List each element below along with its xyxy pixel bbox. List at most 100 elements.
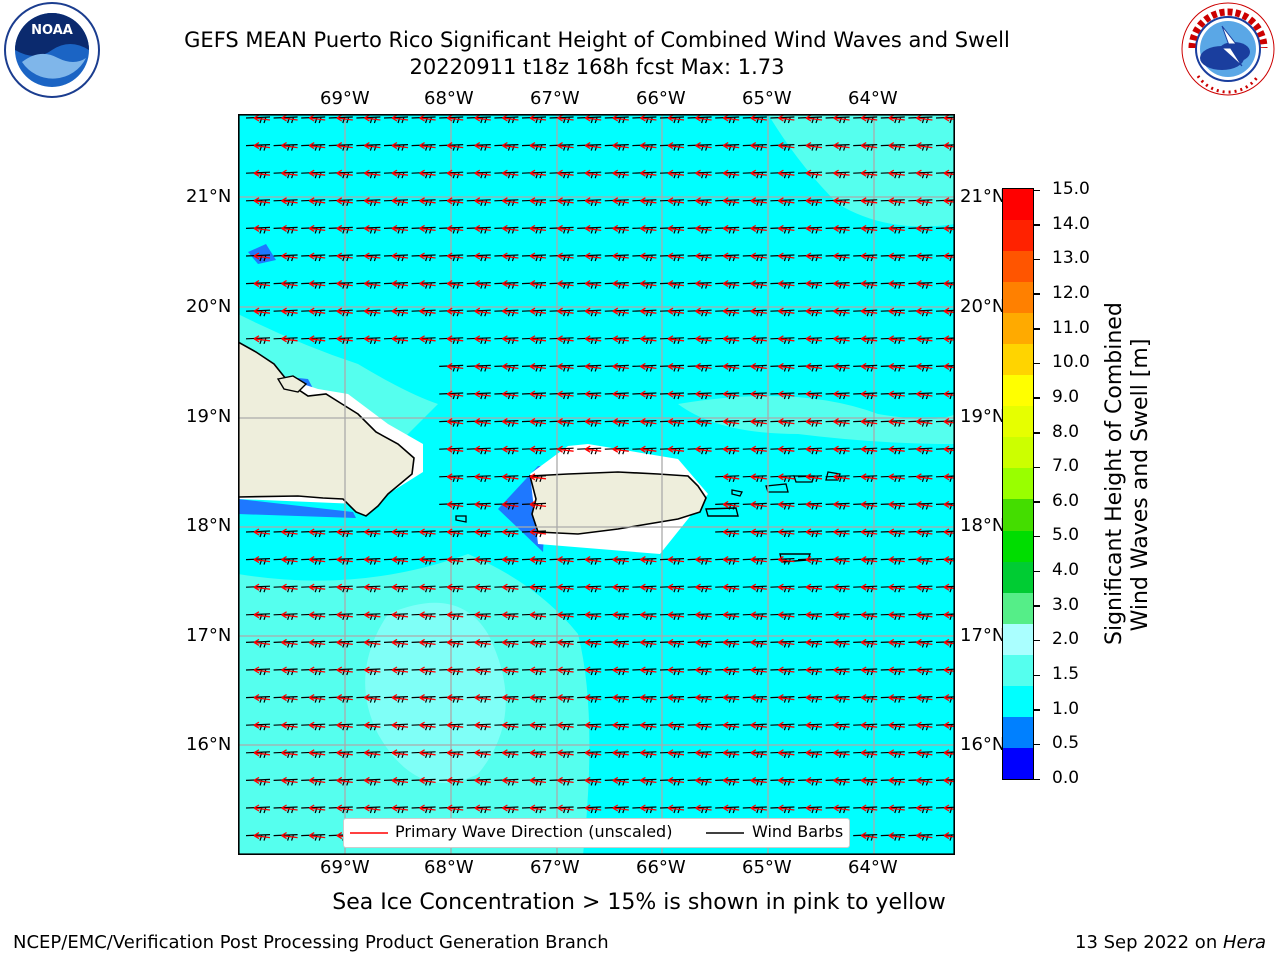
wave-direction-arrow [584, 142, 602, 150]
wave-direction-arrow [612, 390, 629, 398]
wave-direction-arrow [860, 335, 878, 343]
lon-label-bottom: 64°W [848, 857, 898, 878]
wave-direction-arrow [778, 804, 795, 812]
wave-direction-arrow [750, 804, 767, 812]
wave-direction-arrow [943, 224, 955, 232]
colorbar-swatch [1003, 437, 1033, 469]
wave-direction-arrow [916, 611, 933, 619]
wave-direction-arrow [529, 776, 547, 784]
wave-direction-arrow [916, 418, 933, 426]
wave-direction-arrow [916, 749, 933, 757]
wave-direction-arrow [419, 749, 436, 757]
wave-direction-arrow [943, 832, 955, 840]
wave-direction-arrow [502, 335, 519, 343]
vieques-island [705, 507, 739, 517]
wave-direction-arrow [446, 197, 464, 205]
wave-direction-arrow [695, 804, 712, 812]
wave-direction-arrow [722, 583, 740, 591]
wave-direction-arrow [474, 721, 491, 729]
wave-direction-arrow [860, 721, 878, 729]
colorbar-swatch [1003, 592, 1033, 624]
wave-direction-arrow [722, 721, 740, 729]
colorbar-tick-label: 2.0 [1052, 629, 1080, 650]
wave-direction-arrow [502, 804, 519, 812]
wave-direction-arrow [364, 252, 381, 260]
wave-direction-arrow [667, 418, 685, 426]
wave-direction-arrow [308, 611, 326, 619]
wave-direction-arrow [584, 169, 602, 177]
wave-direction-arrow [916, 832, 933, 840]
wave-direction-arrow [308, 832, 326, 840]
wave-direction-arrow [281, 611, 298, 619]
wave-direction-arrow [253, 307, 271, 315]
wave-direction-arrow [778, 335, 795, 343]
wave-direction-arrow [695, 335, 712, 343]
wave-direction-arrow [446, 721, 464, 729]
wave-direction-arrow [364, 721, 381, 729]
wave-direction-arrow [253, 224, 271, 232]
wave-direction-arrow [281, 224, 298, 232]
lat-label-left: 20°N [186, 296, 232, 317]
wave-direction-arrow [584, 583, 602, 591]
wave-direction-arrow [364, 638, 381, 646]
colorbar-swatch [1003, 220, 1033, 252]
wave-direction-arrow [364, 666, 381, 674]
wave-direction-arrow [612, 721, 629, 729]
wave-direction-arrow [336, 280, 353, 288]
wave-direction-arrow [750, 583, 767, 591]
map-frame [238, 114, 955, 855]
wave-direction-arrow [364, 280, 381, 288]
wave-direction-arrow [750, 252, 767, 260]
wave-direction-arrow [860, 224, 878, 232]
lon-label-top: 69°W [320, 88, 370, 109]
wave-direction-arrow [805, 197, 823, 205]
wave-direction-arrow [446, 694, 464, 702]
wave-direction-arrow [446, 307, 464, 315]
wave-direction-arrow [502, 583, 519, 591]
wave-direction-arrow [281, 749, 298, 757]
wave-direction-arrow [805, 473, 823, 481]
wave-direction-arrow [943, 721, 955, 729]
wave-direction-arrow [916, 638, 933, 646]
wave-direction-arrow [640, 142, 657, 150]
wave-direction-arrow [778, 694, 795, 702]
wave-direction-arrow [308, 749, 326, 757]
wave-direction-arrow [750, 445, 767, 453]
wave-direction-arrow [667, 583, 685, 591]
lon-label-top: 64°W [848, 88, 898, 109]
gridlines [238, 114, 955, 855]
wave-direction-arrow [502, 390, 519, 398]
wave-direction-arrow [833, 556, 850, 564]
wave-direction-arrow [281, 197, 298, 205]
wave-direction-arrow [557, 252, 574, 260]
wave-direction-arrow [391, 224, 409, 232]
wave-direction-arrow [916, 528, 933, 536]
wave-direction-arrow [253, 335, 271, 343]
wave-direction-arrow [833, 528, 850, 536]
wave-direction-arrow [391, 666, 409, 674]
noaa-logo: NOAA [4, 2, 100, 98]
wave-direction-arrow [667, 721, 685, 729]
wave-direction-arrow [446, 169, 464, 177]
wave-direction-arrow [446, 335, 464, 343]
wave-direction-arrow [860, 638, 878, 646]
colorbar-swatch [1003, 747, 1033, 779]
wave-direction-arrow [612, 749, 629, 757]
noaa-logo-text: NOAA [31, 23, 73, 38]
wave-direction-arrow [529, 473, 547, 481]
wave-direction-arrow [722, 280, 740, 288]
colorbar-tick-mark [1034, 778, 1040, 780]
wave-direction-arrow [557, 556, 574, 564]
lon-label-top: 66°W [636, 88, 686, 109]
wave-direction-arrow [695, 666, 712, 674]
wave-direction-arrow [281, 528, 298, 536]
wave-direction-arrow [612, 335, 629, 343]
wave-direction-arrow [750, 776, 767, 784]
wave-direction-arrow [695, 280, 712, 288]
wave-direction-arrow [281, 335, 298, 343]
wave-direction-arrow [281, 694, 298, 702]
wave-direction-arrow [502, 224, 519, 232]
wave-direction-arrow [860, 307, 878, 315]
wave-direction-arrow [529, 390, 547, 398]
wave-direction-arrow [253, 804, 271, 812]
